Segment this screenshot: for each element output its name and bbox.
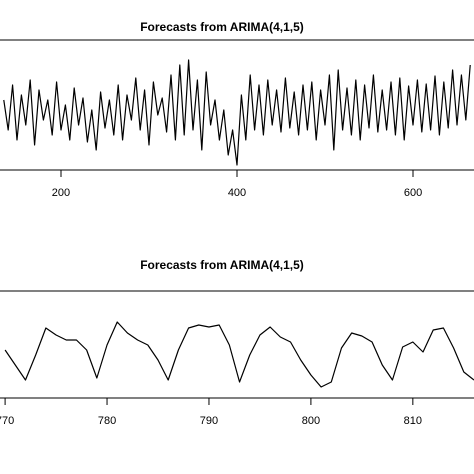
x-tick-label: 600	[404, 187, 422, 199]
series-line	[3, 59, 471, 166]
x-tick-label: 800	[302, 415, 320, 427]
chart-title: Forecasts from ARIMA(4,1,5)	[140, 258, 304, 272]
x-tick-label: 780	[98, 415, 116, 427]
series-line	[4, 321, 474, 388]
x-tick-label: 810	[404, 415, 422, 427]
chart-title: Forecasts from ARIMA(4,1,5)	[140, 20, 304, 34]
x-tick-label: 200	[52, 187, 70, 199]
x-tick-label: 400	[228, 187, 246, 199]
x-tick-label: 790	[200, 415, 218, 427]
x-tick-label: 770	[0, 415, 14, 427]
